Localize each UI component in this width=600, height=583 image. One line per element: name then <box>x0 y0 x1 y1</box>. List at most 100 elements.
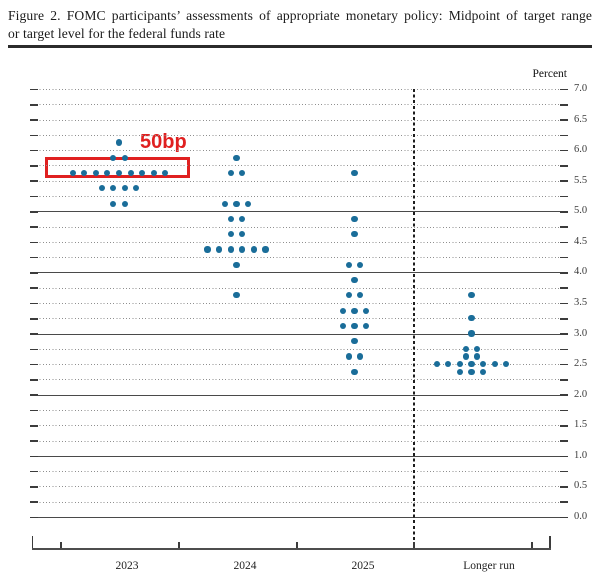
gridline-left-tick <box>30 226 38 228</box>
gridline-left-tick <box>30 455 38 458</box>
dot <box>110 200 117 207</box>
gridline <box>30 226 568 228</box>
x-axis-label-2025: 2025 <box>351 560 375 572</box>
x-axis-line <box>31 548 551 550</box>
figure-title: Figure 2. FOMC participants’ assessments… <box>8 7 592 42</box>
dot <box>351 276 358 284</box>
x-axis-section-tick <box>296 541 298 548</box>
gridline <box>30 364 568 366</box>
dot <box>262 246 269 253</box>
dot <box>233 261 240 268</box>
gridline-left-tick <box>30 287 38 289</box>
dot <box>456 361 463 368</box>
dot <box>227 231 234 238</box>
gridline <box>30 104 568 106</box>
dot <box>121 185 128 192</box>
gridline-right-tick <box>560 272 568 274</box>
dot <box>462 345 469 352</box>
dot <box>480 361 487 368</box>
dot <box>445 361 452 368</box>
gridline-left-tick <box>30 256 38 259</box>
dot <box>363 307 370 314</box>
gridline-right-tick <box>560 394 568 396</box>
gridline-left-tick <box>30 470 38 473</box>
dot <box>357 353 364 360</box>
dot <box>357 261 364 268</box>
gridline <box>30 257 568 259</box>
dot <box>127 169 134 177</box>
gridline-left-tick <box>30 134 38 137</box>
gridline-left-tick <box>30 302 38 305</box>
gridline-left-tick <box>30 409 38 412</box>
dot <box>139 169 146 177</box>
gridline <box>30 134 568 136</box>
annotation-50bp-label: 50bp <box>140 131 187 153</box>
x-axis-section-tick <box>178 541 180 548</box>
dot <box>468 292 475 299</box>
gridline-right-tick <box>560 409 568 412</box>
gridline <box>30 89 568 90</box>
dot <box>491 361 498 368</box>
dot <box>239 169 246 177</box>
dot <box>351 215 358 223</box>
dot <box>468 330 475 337</box>
gridline-left-tick <box>30 394 38 396</box>
gridline-left-tick <box>30 379 38 381</box>
x-axis-label-longer-run: Longer run <box>463 560 515 572</box>
x-axis-section-tick <box>60 541 62 548</box>
dot <box>92 169 99 177</box>
gridline <box>30 455 568 457</box>
y-axis-tick-label: 0.0 <box>574 511 588 522</box>
x-axis-section-tick <box>413 541 415 548</box>
gridline <box>30 272 568 274</box>
gridline <box>30 150 568 152</box>
gridline-left-tick <box>30 103 38 106</box>
x-axis-left-bracket <box>31 536 33 548</box>
gridline-left-tick <box>30 165 38 167</box>
gridline <box>30 440 568 442</box>
dot <box>115 139 123 146</box>
dot <box>468 315 475 322</box>
dot <box>462 353 469 360</box>
dot <box>357 292 364 299</box>
dot <box>474 353 481 360</box>
gridline <box>30 379 568 381</box>
y-axis-tick-label: 1.0 <box>574 449 588 461</box>
gridline-right-tick <box>560 149 568 152</box>
longer-run-separator-line <box>413 89 415 548</box>
dot <box>339 322 346 330</box>
y-axis-tick-label: 4.5 <box>574 235 588 247</box>
gridline <box>30 394 568 396</box>
dot <box>233 154 240 161</box>
dot <box>351 307 358 314</box>
gridline <box>30 348 568 350</box>
dot <box>133 185 140 192</box>
dot <box>110 185 117 192</box>
dot <box>227 246 234 253</box>
gridline-left-tick <box>30 333 38 335</box>
gridline <box>30 318 568 320</box>
dot <box>162 169 169 177</box>
gridline-right-tick <box>560 470 568 473</box>
gridline <box>30 165 568 167</box>
gridline-left-tick <box>30 440 38 442</box>
gridline-right-tick <box>560 119 568 121</box>
gridline <box>30 333 568 335</box>
gridline <box>30 241 568 243</box>
gridline-right-tick <box>560 516 568 519</box>
y-axis-tick-label: 6.5 <box>574 113 588 125</box>
gridline-right-tick <box>560 180 568 182</box>
dot <box>351 322 358 330</box>
gridline-left-tick <box>30 195 38 198</box>
figure-title-line2: or target level for the federal funds ra… <box>8 25 226 41</box>
x-axis-label-2024: 2024 <box>233 560 257 572</box>
dot <box>221 200 228 207</box>
gridline-left-tick <box>30 119 38 121</box>
dot <box>227 215 234 223</box>
y-axis-tick-label: 5.5 <box>574 174 588 186</box>
dot <box>351 231 358 238</box>
dot <box>239 231 246 238</box>
gridline <box>30 517 568 518</box>
gridline-right-tick <box>560 134 568 137</box>
